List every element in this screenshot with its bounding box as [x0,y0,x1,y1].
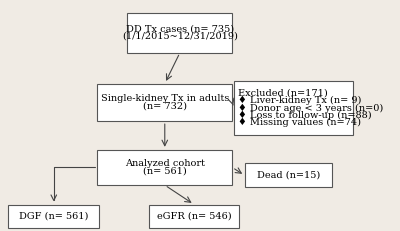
Text: (n= 561): (n= 561) [143,167,187,176]
Text: eGFR (n= 546): eGFR (n= 546) [157,212,231,221]
Text: Excluded (n=171): Excluded (n=171) [238,89,328,98]
Text: Analyzed cohort: Analyzed cohort [125,159,205,168]
Text: ♦ Missing values (n=74): ♦ Missing values (n=74) [238,118,361,127]
Text: (1/1/2015~12/31/2019): (1/1/2015~12/31/2019) [122,32,238,41]
Text: Dead (n=15): Dead (n=15) [256,171,320,180]
FancyBboxPatch shape [8,204,99,228]
FancyBboxPatch shape [234,81,353,135]
Text: ♦ Loss to follow-up (n=88): ♦ Loss to follow-up (n=88) [238,111,372,120]
Text: DD Tx cases (n= 735): DD Tx cases (n= 735) [126,25,234,34]
Text: ♦ Liver-kidney Tx (n= 9): ♦ Liver-kidney Tx (n= 9) [238,96,362,105]
FancyBboxPatch shape [149,204,239,228]
Text: ♦ Donor age < 3 years (n=0): ♦ Donor age < 3 years (n=0) [238,103,384,113]
FancyBboxPatch shape [128,13,232,53]
FancyBboxPatch shape [245,163,332,187]
Text: Single-kidney Tx in adults: Single-kidney Tx in adults [100,94,229,103]
FancyBboxPatch shape [97,150,232,185]
FancyBboxPatch shape [97,84,232,121]
Text: (n= 732): (n= 732) [143,102,187,110]
Text: DGF (n= 561): DGF (n= 561) [19,212,88,221]
